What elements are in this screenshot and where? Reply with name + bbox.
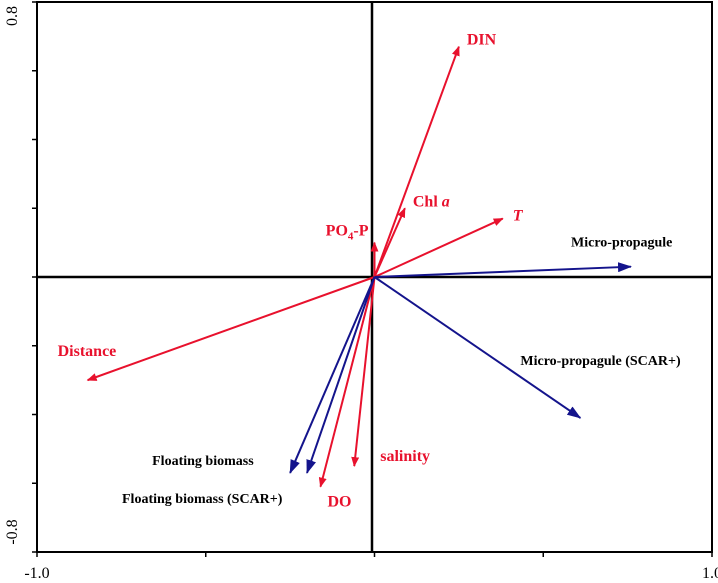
arrow-floating-biomass-scar [306, 276, 376, 474]
y-tick-label: -0.8 [4, 519, 21, 544]
axis-ticks [32, 1, 713, 557]
label-micro-propagule: Micro-propagule [571, 236, 672, 251]
label-distance: Distance [58, 343, 117, 360]
label-floating-biomass-scar: Floating biomass (SCAR+) [122, 492, 283, 507]
label-din: DIN [467, 32, 497, 49]
arrow-t [374, 217, 504, 278]
label-t: T [513, 208, 524, 225]
y-tick-label: 0.8 [4, 6, 21, 26]
arrow-label-layer: DIN Chl a T PO4-P Distance salinity DO Micro-pr… [58, 32, 681, 511]
axis-tick-labels: -1.0 1.0 0.8 -0.8 [4, 6, 718, 582]
label-micro-propagule-scar: Micro-propagule (SCAR+) [520, 354, 681, 369]
arrow-do [318, 276, 376, 488]
arrow-floating-biomass [289, 276, 376, 474]
arrow-din [373, 45, 460, 278]
arrow-micro-propagule [374, 262, 632, 278]
arrow-salinity [351, 276, 376, 468]
label-chl-a: Chl a [413, 193, 450, 210]
label-po4-p: PO4-P [326, 223, 369, 243]
x-tick-label: 1.0 [702, 565, 718, 582]
arrow-layer [86, 45, 632, 488]
label-floating-biomass: Floating biomass [152, 454, 254, 469]
x-tick-label: -1.0 [24, 565, 49, 582]
label-salinity: salinity [380, 448, 430, 465]
arrow-micro-propagule-scar [373, 276, 582, 419]
arrow-chl-a [373, 207, 406, 278]
label-do: DO [328, 494, 352, 511]
arrow-distance [86, 276, 375, 382]
